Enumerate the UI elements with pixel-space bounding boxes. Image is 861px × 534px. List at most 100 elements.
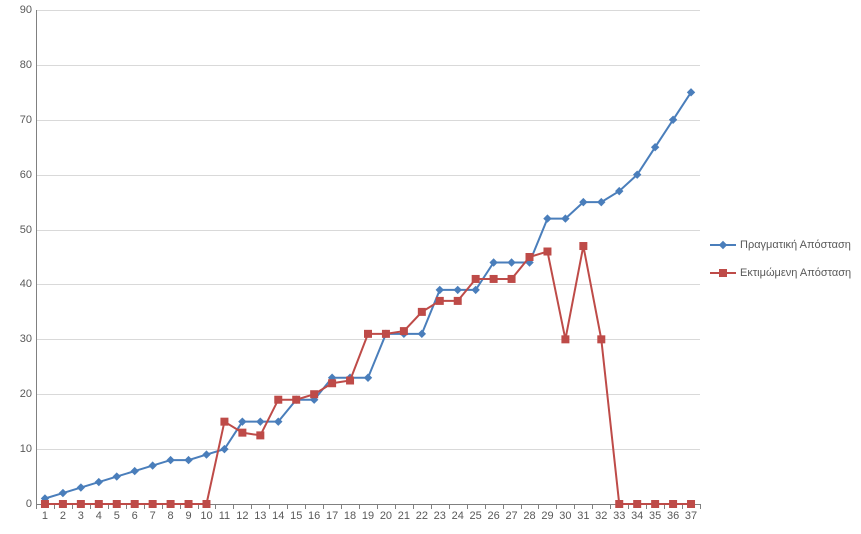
series-marker — [311, 391, 318, 398]
y-axis-label: 30 — [4, 333, 32, 345]
series-marker — [544, 215, 551, 222]
series-marker — [59, 501, 66, 508]
series-marker — [400, 328, 407, 335]
series-marker — [616, 501, 623, 508]
x-axis-label: 33 — [610, 510, 628, 522]
x-axis-label: 15 — [287, 510, 305, 522]
series-marker — [634, 501, 641, 508]
series-marker — [508, 275, 515, 282]
x-axis-label: 16 — [305, 510, 323, 522]
series-marker — [185, 501, 192, 508]
y-axis-label: 20 — [4, 388, 32, 400]
x-axis-label: 9 — [180, 510, 198, 522]
x-axis-label: 32 — [592, 510, 610, 522]
x-axis-label: 1 — [36, 510, 54, 522]
series-marker — [365, 374, 372, 381]
legend-label: Πραγματική Απόσταση — [740, 239, 851, 251]
series-marker — [347, 377, 354, 384]
x-axis-label: 22 — [413, 510, 431, 522]
y-axis-label: 40 — [4, 278, 32, 290]
x-axis-label: 11 — [215, 510, 233, 522]
x-axis-label: 37 — [682, 510, 700, 522]
series-marker — [113, 501, 120, 508]
x-axis-label: 28 — [521, 510, 539, 522]
x-axis-label: 13 — [251, 510, 269, 522]
series-marker — [113, 473, 120, 480]
series-marker — [562, 336, 569, 343]
x-axis-label: 23 — [431, 510, 449, 522]
series-marker — [418, 330, 425, 337]
y-axis-label: 0 — [4, 498, 32, 510]
series-marker — [221, 418, 228, 425]
x-axis-label: 31 — [574, 510, 592, 522]
series-marker — [688, 501, 695, 508]
x-tick — [700, 504, 701, 509]
series-marker — [436, 286, 443, 293]
legend-swatch — [710, 266, 736, 280]
x-axis-label: 6 — [126, 510, 144, 522]
series-marker — [203, 451, 210, 458]
legend-label: Εκτιμώμενη Απόσταση — [740, 267, 851, 279]
series-marker — [95, 501, 102, 508]
x-axis-label: 3 — [72, 510, 90, 522]
series-marker — [185, 457, 192, 464]
x-axis-label: 34 — [628, 510, 646, 522]
x-axis-label: 25 — [467, 510, 485, 522]
x-axis-label: 5 — [108, 510, 126, 522]
chart-container: Πραγματική Απόσταση Εκτιμώμενη Απόσταση 0… — [0, 0, 861, 534]
y-axis-label: 70 — [4, 114, 32, 126]
series-marker — [131, 468, 138, 475]
x-axis-label: 4 — [90, 510, 108, 522]
series-marker — [203, 501, 210, 508]
series-marker — [59, 490, 66, 497]
legend: Πραγματική Απόσταση Εκτιμώμενη Απόσταση — [710, 238, 851, 294]
x-axis-label: 30 — [556, 510, 574, 522]
x-axis-label: 21 — [395, 510, 413, 522]
series-marker — [149, 501, 156, 508]
series-marker — [167, 501, 174, 508]
series-marker — [365, 330, 372, 337]
series-marker — [652, 501, 659, 508]
series-marker — [670, 501, 677, 508]
series-marker — [167, 457, 174, 464]
x-axis-label: 12 — [233, 510, 251, 522]
series-marker — [275, 396, 282, 403]
series-layer — [36, 10, 700, 504]
series-marker — [526, 254, 533, 261]
series-marker — [454, 297, 461, 304]
plot-area — [36, 10, 700, 504]
x-axis-label: 8 — [162, 510, 180, 522]
series-marker — [329, 380, 336, 387]
series-marker — [436, 297, 443, 304]
x-axis-label: 18 — [341, 510, 359, 522]
series-marker — [580, 243, 587, 250]
y-axis-label: 90 — [4, 4, 32, 16]
series-marker — [544, 248, 551, 255]
y-axis-label: 50 — [4, 224, 32, 236]
x-axis-label: 17 — [323, 510, 341, 522]
series-marker — [95, 479, 102, 486]
series-marker — [257, 432, 264, 439]
series-marker — [149, 462, 156, 469]
series-line — [45, 92, 691, 498]
series-marker — [598, 336, 605, 343]
series-marker — [508, 259, 515, 266]
series-marker — [131, 501, 138, 508]
legend-swatch — [710, 238, 736, 252]
y-axis-label: 80 — [4, 59, 32, 71]
x-axis-label: 27 — [503, 510, 521, 522]
series-marker — [77, 501, 84, 508]
series-marker — [382, 330, 389, 337]
series-marker — [490, 275, 497, 282]
series-marker — [293, 396, 300, 403]
x-axis-label: 10 — [197, 510, 215, 522]
series-marker — [418, 308, 425, 315]
x-axis-label: 14 — [269, 510, 287, 522]
x-axis-label: 7 — [144, 510, 162, 522]
x-axis-label: 2 — [54, 510, 72, 522]
x-axis-label: 36 — [664, 510, 682, 522]
x-axis-label: 29 — [538, 510, 556, 522]
x-axis-label: 24 — [449, 510, 467, 522]
series-marker — [77, 484, 84, 491]
y-axis-label: 60 — [4, 169, 32, 181]
